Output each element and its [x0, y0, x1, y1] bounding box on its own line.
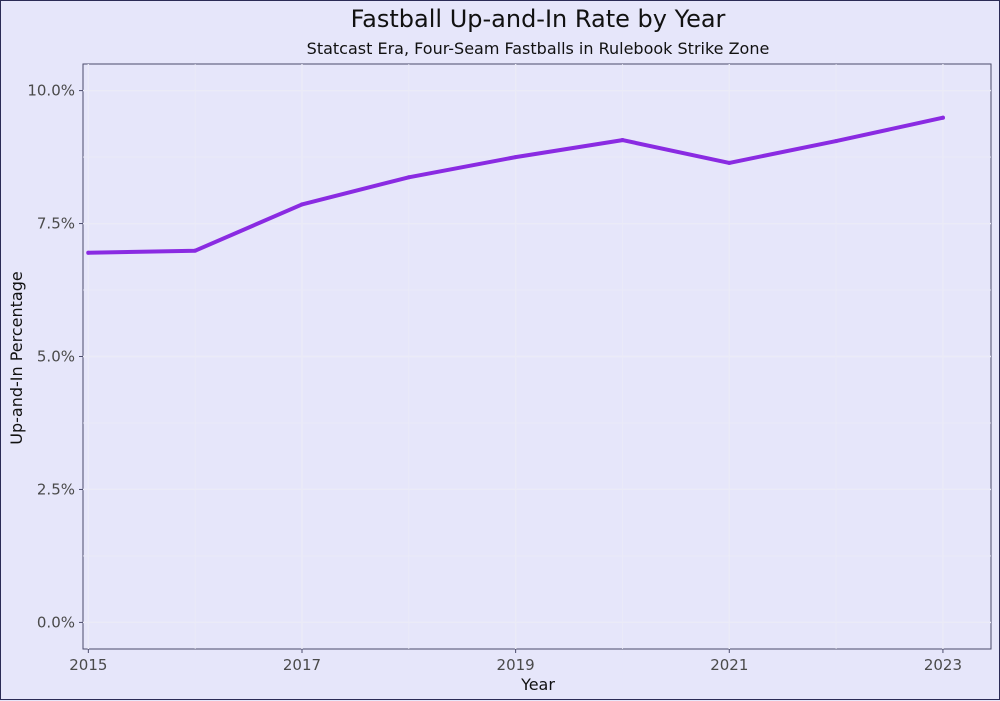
data-point-2023	[940, 115, 945, 120]
data-point-2021	[727, 160, 732, 165]
series-line	[86, 115, 945, 255]
y-tick-label: 10.0%	[27, 82, 75, 100]
chart-title: Fastball Up-and-In Rate by Year	[351, 5, 726, 33]
data-point-2017	[299, 202, 304, 207]
x-tick-label: 2021	[710, 656, 748, 674]
x-tick-label: 2023	[924, 656, 962, 674]
x-axis-title: Year	[520, 675, 555, 694]
data-point-2019	[513, 155, 518, 160]
data-point-2015	[86, 250, 91, 255]
x-tick-label: 2017	[283, 656, 321, 674]
y-axis-title: Up-and-In Percentage	[7, 271, 26, 444]
x-tick-label: 2015	[69, 656, 107, 674]
data-point-2022	[834, 139, 839, 144]
data-point-2020	[620, 138, 625, 143]
chart-subtitle: Statcast Era, Four-Seam Fastballs in Rul…	[307, 39, 770, 58]
y-tick-label: 7.5%	[37, 215, 75, 233]
grid-lines	[83, 64, 991, 649]
data-point-2016	[193, 248, 198, 253]
y-tick-label: 0.0%	[37, 613, 75, 631]
x-tick-label: 2019	[497, 656, 535, 674]
plot-area: 2015 2017 2019 2021 2023 0.0% 2.5% 5.0% 7.5% 10.0…	[27, 63, 992, 674]
axis-ticks: 2015 2017 2019 2021 2023 0.0% 2.5% 5.0% 7.5% 10.0…	[27, 82, 962, 674]
y-tick-label: 2.5%	[37, 480, 75, 498]
data-point-2018	[406, 175, 411, 180]
y-tick-label: 5.0%	[37, 348, 75, 366]
